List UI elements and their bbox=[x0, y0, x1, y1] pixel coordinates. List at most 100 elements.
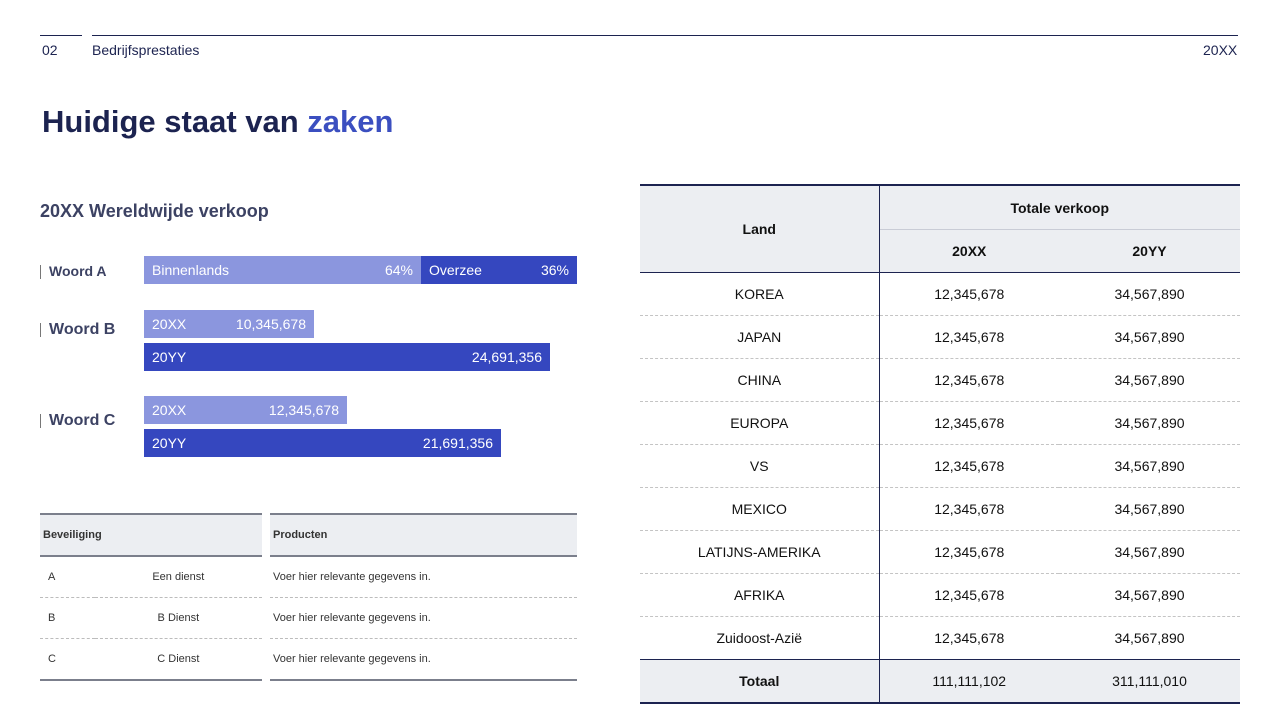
table-row: MEXICO 12,345,678 34,567,890 bbox=[640, 487, 1241, 531]
product-text: Voer hier relevante gegevens in. bbox=[270, 638, 577, 681]
bar-20xx-woord-c: 20XX 12,345,678 bbox=[144, 396, 347, 424]
bar-woord-a-binnenlands: Binnenlands 64% bbox=[144, 256, 421, 284]
page-title-main: Huidige staat van bbox=[42, 104, 308, 139]
country-cell: KOREA bbox=[640, 272, 880, 316]
header-rule-short bbox=[40, 35, 82, 36]
sales-year-1-cell: 12,345,678 bbox=[879, 272, 1059, 316]
sales-year-2-cell: 34,567,890 bbox=[1059, 401, 1241, 445]
country-cell: Zuidoost-Azië bbox=[640, 616, 880, 660]
sales-table: Land Totale verkoop 20XX 20YY KOREA 12,34… bbox=[640, 184, 1241, 704]
sales-year-1-cell: 12,345,678 bbox=[879, 487, 1059, 531]
table-row: Voer hier relevante gegevens in. bbox=[270, 597, 577, 639]
chart-title: 20XX Wereldwijde verkoop bbox=[40, 201, 269, 221]
category-marker bbox=[40, 265, 41, 280]
sales-year-2-cell: 34,567,890 bbox=[1059, 487, 1241, 531]
column-header-year-2: 20YY bbox=[1059, 229, 1241, 273]
product-text: Voer hier relevante gegevens in. bbox=[270, 597, 577, 639]
table-row: AFRIKA 12,345,678 34,567,890 bbox=[640, 573, 1241, 617]
bar-woord-a-binnenlands-value: 64% bbox=[384, 262, 413, 278]
column-header-total-sales: Totale verkoop bbox=[879, 184, 1241, 230]
sales-year-2-cell: 34,567,890 bbox=[1059, 616, 1241, 660]
bar-20yy-woord-c: 20YY 21,691,356 bbox=[144, 429, 501, 457]
table-row: Voer hier relevante gegevens in. bbox=[270, 638, 577, 681]
sales-year-2-cell: 34,567,890 bbox=[1059, 358, 1241, 402]
bar-20yy-woord-c-value: 21,691,356 bbox=[422, 435, 493, 451]
bar-20yy-woord-c-label: 20YY bbox=[152, 435, 187, 451]
sales-year-2-cell: 34,567,890 bbox=[1059, 530, 1241, 574]
sales-year-2-cell: 34,567,890 bbox=[1059, 444, 1241, 488]
sales-year-1-cell: 12,345,678 bbox=[879, 315, 1059, 359]
security-table-header: Beveiliging bbox=[40, 513, 262, 557]
section-title: Bedrijfsprestaties bbox=[92, 42, 200, 58]
product-text: Voer hier relevante gegevens in. bbox=[270, 556, 577, 598]
country-cell: JAPAN bbox=[640, 315, 880, 359]
header-rule-long bbox=[92, 35, 1238, 36]
bar-woord-a-overzee-label: Overzee bbox=[429, 262, 482, 278]
table-row: KOREA 12,345,678 34,567,890 bbox=[640, 272, 1241, 316]
bar-woord-a-binnenlands-label: Binnenlands bbox=[152, 262, 230, 278]
bar-woord-a-overzee-value: 36% bbox=[540, 262, 569, 278]
table-row: LATIJNS-AMERIKA 12,345,678 34,567,890 bbox=[640, 530, 1241, 574]
table-row: JAPAN 12,345,678 34,567,890 bbox=[640, 315, 1241, 359]
security-code: C bbox=[40, 638, 95, 681]
sales-year-1-cell: 12,345,678 bbox=[879, 573, 1059, 617]
category-marker bbox=[40, 322, 41, 337]
sales-year-2-cell: 34,567,890 bbox=[1059, 315, 1241, 359]
table-row: EUROPA 12,345,678 34,567,890 bbox=[640, 401, 1241, 445]
page-title-accent: zaken bbox=[307, 104, 394, 139]
page-title: Huidige staat van zaken bbox=[42, 104, 393, 140]
category-label-woord-b: Woord B bbox=[40, 321, 115, 339]
country-cell: CHINA bbox=[640, 358, 880, 402]
country-cell: LATIJNS-AMERIKA bbox=[640, 530, 880, 574]
bar-20xx-woord-c-label: 20XX bbox=[152, 402, 187, 418]
bar-20xx-woord-b: 20XX 10,345,678 bbox=[144, 310, 314, 338]
country-cell: EUROPA bbox=[640, 401, 880, 445]
security-code: A bbox=[40, 556, 95, 598]
sales-year-2-cell: 34,567,890 bbox=[1059, 573, 1241, 617]
table-row: VS 12,345,678 34,567,890 bbox=[640, 444, 1241, 488]
column-header-land: Land bbox=[640, 184, 880, 273]
products-table: Producten Voer hier relevante gegevens i… bbox=[270, 513, 577, 681]
table-row: Voer hier relevante gegevens in. bbox=[270, 556, 577, 598]
table-row: Zuidoost-Azië 12,345,678 34,567,890 bbox=[640, 616, 1241, 660]
bar-woord-a-overzee: Overzee 36% bbox=[421, 256, 577, 284]
sales-year-1-cell: 12,345,678 bbox=[879, 358, 1059, 402]
country-cell: AFRIKA bbox=[640, 573, 880, 617]
total-label: Totaal bbox=[640, 659, 880, 704]
total-row: Totaal 111,111,102 311,111,010 bbox=[640, 659, 1241, 704]
country-cell: MEXICO bbox=[640, 487, 880, 531]
table-row: A Een dienst bbox=[40, 556, 262, 598]
country-cell: VS bbox=[640, 444, 880, 488]
sales-year-1-cell: 12,345,678 bbox=[879, 444, 1059, 488]
table-row: CHINA 12,345,678 34,567,890 bbox=[640, 358, 1241, 402]
total-year-1: 111,111,102 bbox=[879, 659, 1059, 704]
category-label-text: Woord B bbox=[49, 321, 116, 338]
sales-year-2-cell: 34,567,890 bbox=[1059, 272, 1241, 316]
bar-20yy-woord-b-value: 24,691,356 bbox=[471, 349, 542, 365]
security-code: B bbox=[40, 597, 95, 639]
security-service: C Dienst bbox=[94, 638, 262, 681]
total-year-2: 311,111,010 bbox=[1059, 659, 1241, 704]
products-table-header: Producten bbox=[270, 513, 577, 557]
sales-year-1-cell: 12,345,678 bbox=[879, 401, 1059, 445]
bar-20xx-woord-b-label: 20XX bbox=[152, 316, 187, 332]
category-label-woord-c: Woord C bbox=[40, 412, 115, 430]
bar-20xx-woord-c-value: 12,345,678 bbox=[268, 402, 339, 418]
category-label-text: Woord C bbox=[49, 412, 116, 429]
category-marker bbox=[40, 413, 41, 428]
category-label-woord-a: Woord A bbox=[40, 263, 107, 280]
header-year: 20XX bbox=[1203, 42, 1238, 58]
bar-20yy-woord-b-label: 20YY bbox=[152, 349, 187, 365]
sales-year-1-cell: 12,345,678 bbox=[879, 616, 1059, 660]
security-service: Een dienst bbox=[94, 556, 262, 598]
bar-20xx-woord-b-value: 10,345,678 bbox=[235, 316, 306, 332]
column-header-year-1: 20XX bbox=[879, 229, 1059, 273]
section-number: 02 bbox=[42, 42, 58, 58]
bar-20yy-woord-b: 20YY 24,691,356 bbox=[144, 343, 550, 371]
category-label-text: Woord A bbox=[49, 263, 107, 279]
sales-year-1-cell: 12,345,678 bbox=[879, 530, 1059, 574]
security-service: B Dienst bbox=[94, 597, 262, 639]
